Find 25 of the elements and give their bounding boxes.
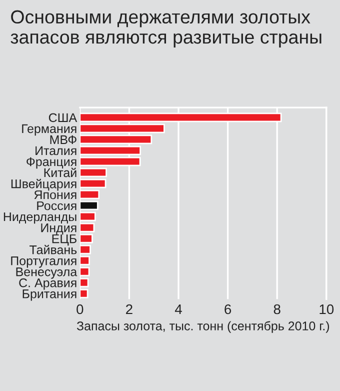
y-tick-label: Япония — [34, 190, 76, 200]
y-tick-label: Китай — [44, 168, 76, 178]
x-tick-label: 0 — [76, 304, 84, 314]
y-tick-label: Швейцария — [11, 178, 76, 191]
y-tick-label: США — [48, 113, 78, 122]
x-tick-label: 10 — [320, 304, 334, 314]
y-tick-label: Германия — [22, 124, 76, 136]
y-tick-label: Британия — [22, 290, 76, 301]
y-tick-label: ЕЦБ — [52, 234, 76, 246]
y-tick-label: Нидерланды — [4, 212, 76, 224]
x-tick-label: 6 — [224, 304, 232, 314]
y-tick-label: Индия — [41, 223, 76, 235]
y-tick-label: МВФ — [50, 135, 76, 144]
y-tick-label: Тайвань — [30, 244, 77, 254]
y-tick-label: Россия — [37, 201, 76, 210]
y-tick-label: С. Аравия — [19, 278, 76, 290]
y-tick-label: Франция — [26, 157, 76, 169]
x-tick-label: 4 — [174, 304, 182, 314]
x-axis-title: Запасы золота, тыс. тонн (сентябрь 2010 г.) — [76, 321, 330, 333]
y-tick-label: Португалия — [11, 256, 76, 268]
x-tick-label: 2 — [126, 304, 132, 314]
y-tick-label: Италия — [36, 146, 76, 156]
y-tick-label: Венесуэла — [16, 268, 78, 279]
chart-title: Основными держателями золотых запасов являются развитые страны — [10, 10, 322, 48]
x-tick-label: 8 — [274, 304, 280, 314]
